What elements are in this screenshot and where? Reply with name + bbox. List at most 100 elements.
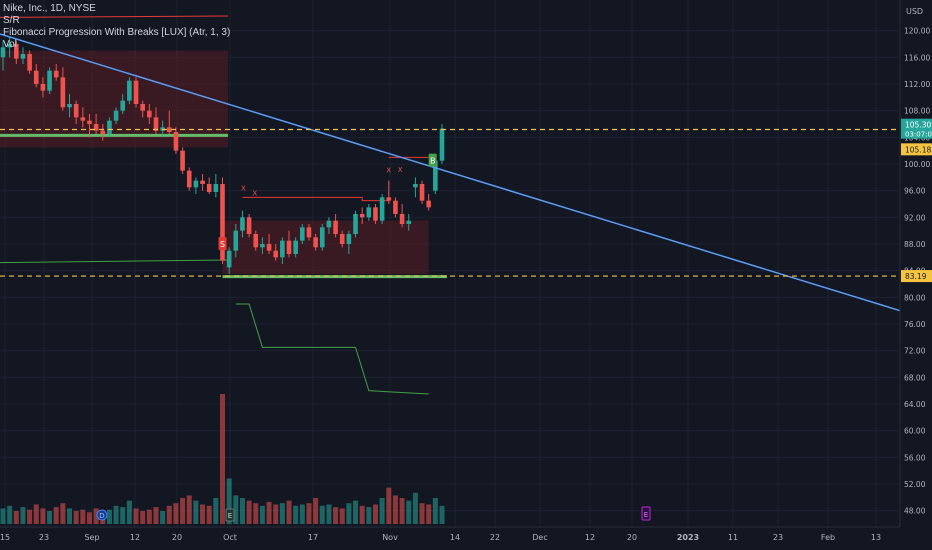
prev-price-tag [901, 143, 932, 156]
price-tick: 52.00 [904, 480, 926, 489]
volume-bar [73, 511, 79, 524]
candle-body [339, 234, 345, 244]
candle-body [433, 160, 438, 191]
prev-price-value: 105.18 [905, 145, 931, 154]
candle-body [286, 240, 292, 254]
volume-bar [333, 507, 339, 524]
last-price-tag [901, 118, 932, 139]
volume-bar [273, 504, 279, 524]
sell-marker-label: S [220, 240, 225, 249]
volume-bar [153, 507, 159, 524]
last-price-value: 105.30 [905, 121, 931, 130]
volume-bar [339, 508, 345, 524]
time-axis-bg [0, 527, 900, 550]
candle-body [53, 70, 59, 78]
volume-bar [372, 504, 378, 524]
candle-body [266, 244, 272, 251]
time-tick: Sep [84, 533, 99, 542]
volume-bar [126, 500, 132, 524]
candle-body [213, 184, 219, 192]
volume-bar [27, 509, 33, 524]
candle-body [127, 80, 132, 101]
time-tick: 22 [490, 533, 500, 542]
currency-label: USD [906, 7, 923, 16]
price-tick: 96.00 [904, 187, 926, 196]
chart-legend: Nike, Inc., 1D, NYSE S/R Fibonacci Progr… [3, 3, 230, 51]
price-tick: 72.00 [904, 347, 926, 356]
volume-bar [193, 500, 199, 524]
volume-bar [399, 498, 405, 524]
earnings-flag-future-icon [641, 506, 651, 521]
cross-marker: X [386, 167, 391, 175]
volume-bar [293, 505, 299, 524]
candle-body [439, 128, 445, 161]
candle-body [193, 180, 199, 188]
volume-bar [326, 504, 332, 524]
volume-bar [419, 503, 425, 524]
candle-body [0, 47, 6, 58]
volume-bar [266, 501, 272, 524]
candle-body [80, 117, 86, 121]
volume-bar [0, 508, 6, 524]
volume-bar [239, 498, 245, 524]
volume-bar [226, 478, 232, 524]
candle-body [220, 184, 225, 261]
candle-body [7, 44, 12, 48]
time-tick: 2023 [677, 533, 699, 542]
candle-body [60, 77, 66, 108]
candle-body [153, 117, 159, 131]
volume-bar [233, 495, 239, 524]
volume-bar [426, 504, 432, 524]
legend-symbol[interactable]: Nike, Inc., 1D, NYSE [3, 3, 96, 14]
volume-bar [186, 495, 192, 524]
candle-body [246, 217, 252, 234]
candle-body [240, 217, 245, 231]
volume-bar [173, 503, 179, 524]
candle-body [226, 250, 232, 268]
candle-body [280, 240, 285, 258]
volume-bar [306, 503, 312, 524]
volume-bar [180, 498, 186, 524]
candle-body [253, 234, 259, 248]
candle-body [120, 100, 126, 111]
price-tick: 100.00 [904, 160, 930, 169]
volume-bar [20, 507, 26, 524]
candle-body [87, 120, 92, 124]
candle-body [200, 180, 205, 184]
time-tick: 17 [308, 533, 318, 542]
legend-indicator-sr[interactable]: S/R [3, 15, 20, 26]
time-tick: 12 [130, 533, 140, 542]
dividend-flag-label: D [99, 512, 104, 520]
volume-bar [67, 508, 73, 524]
candle-body [100, 130, 106, 134]
candle-body [386, 197, 392, 201]
volume-bar [133, 508, 139, 524]
legend-indicator-vol[interactable]: Vol [3, 39, 17, 50]
volume-bar [60, 503, 66, 524]
fib-zone-lower [222, 220, 429, 274]
time-tick: 12 [585, 533, 595, 542]
volume-bar [220, 394, 225, 524]
fib-line-low [0, 259, 229, 264]
candle-body [206, 184, 212, 192]
candle-body [73, 104, 79, 118]
volume-bar [299, 504, 305, 524]
volume-bar [412, 492, 418, 524]
volume-bar [206, 505, 212, 524]
candle-body [133, 80, 139, 104]
time-axis: 15 23 Sep 12 20 Oct 17 Nov 14 22 Dec 12 20 2023 11 23 Fe… [0, 526, 900, 550]
candle-body [107, 120, 112, 134]
legend-indicator-fib[interactable]: Fibonacci Progression With Breaks [LUX] … [3, 27, 231, 38]
time-tick: 13 [871, 533, 881, 542]
volume-bar [106, 509, 112, 524]
volume-bar [200, 504, 206, 524]
candle-body [419, 184, 425, 201]
price-tick: 88.00 [904, 240, 926, 249]
candle-body [426, 200, 431, 208]
candle-body [300, 227, 305, 241]
volume-bar [259, 505, 265, 524]
trend-line [0, 33, 901, 312]
candle-body [306, 227, 312, 238]
